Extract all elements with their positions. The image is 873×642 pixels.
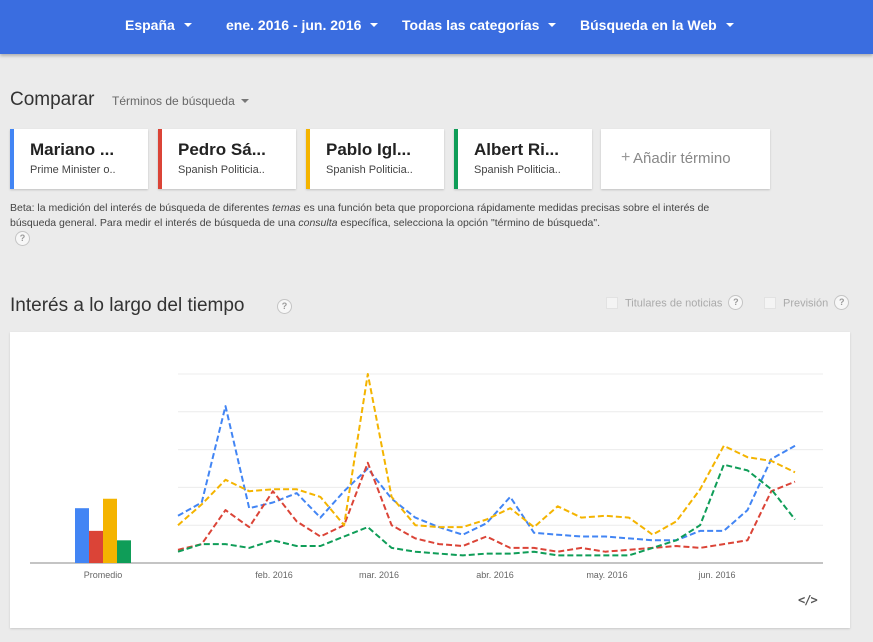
series-line: [177, 405, 796, 542]
series-line: [177, 463, 796, 557]
chevron-down-icon: [725, 23, 734, 28]
term-card-pablo[interactable]: Pablo Igl... Spanish Politicia..: [306, 129, 444, 189]
beta-note-text: Beta: la medición del interés de búsqued…: [10, 202, 273, 214]
plus-icon: +: [621, 149, 631, 166]
term-name: Pedro Sá...: [178, 140, 266, 159]
help-icon[interactable]: ?: [834, 295, 850, 310]
compare-type-label: Términos de búsqueda: [112, 94, 235, 108]
add-term-label: Añadir término: [633, 150, 731, 167]
compare-title: Comparar: [10, 89, 95, 110]
help-icon[interactable]: ?: [15, 231, 30, 246]
interest-title: Interés a lo largo del tiempo: [10, 295, 245, 316]
region-label: España: [125, 17, 175, 33]
term-name: Mariano ...: [30, 140, 115, 159]
interest-chart-card: Promedio feb. 2016 mar. 2016 abr. 2016 may. …: [10, 332, 850, 628]
search-type-dropdown[interactable]: Búsqueda en la Web: [580, 17, 734, 33]
term-card-mariano[interactable]: Mariano ... Prime Minister o..: [10, 129, 148, 189]
add-term-button[interactable]: + Añadir término: [601, 129, 770, 189]
term-card-pedro[interactable]: Pedro Sá... Spanish Politicia..: [158, 129, 296, 189]
beta-note-emphasis: consulta: [298, 217, 338, 229]
beta-note-emphasis: temas: [272, 202, 301, 214]
beta-note-text: específica, selecciona la opción "términ…: [337, 217, 601, 229]
chevron-down-icon: [370, 23, 379, 28]
term-subtitle: Spanish Politicia..: [326, 164, 413, 176]
average-bar: [75, 508, 89, 563]
term-subtitle: Prime Minister o..: [30, 164, 116, 176]
category-dropdown[interactable]: Todas las categorías: [402, 17, 557, 33]
average-bar: [117, 540, 131, 563]
region-dropdown[interactable]: España: [125, 17, 192, 33]
forecast-option[interactable]: Previsión?: [764, 295, 850, 311]
series-line: [177, 373, 796, 536]
x-tick-label: jun. 2016: [697, 570, 735, 580]
series-line: [177, 461, 796, 553]
average-bar: [89, 530, 103, 563]
average-label: Promedio: [84, 570, 123, 580]
news-headlines-checkbox[interactable]: [606, 296, 618, 309]
beta-note-text: es una función beta que proporciona rápi…: [10, 202, 710, 229]
term-color-bar: [10, 129, 14, 189]
term-color-bar: [454, 129, 458, 189]
term-color-bar: [158, 129, 162, 189]
term-subtitle: Spanish Politicia..: [474, 164, 561, 176]
x-tick-label: feb. 2016: [255, 570, 293, 580]
embed-code-icon[interactable]: </>: [798, 593, 818, 607]
x-tick-label: abr. 2016: [476, 570, 514, 580]
term-card-albert[interactable]: Albert Ri... Spanish Politicia..: [454, 129, 592, 189]
x-tick-label: mar. 2016: [359, 570, 399, 580]
help-icon[interactable]: ?: [277, 299, 292, 314]
date-range-dropdown[interactable]: ene. 2016 - jun. 2016: [226, 17, 379, 33]
compare-type-dropdown[interactable]: Términos de búsqueda: [112, 94, 249, 108]
beta-note: Beta: la medición del interés de búsqued…: [10, 201, 710, 231]
term-name: Albert Ri...: [474, 140, 560, 159]
x-tick-label: may. 2016: [586, 570, 627, 580]
term-name: Pablo Igl...: [326, 140, 412, 159]
help-icon[interactable]: ?: [728, 295, 744, 310]
search-type-label: Búsqueda en la Web: [580, 17, 717, 33]
news-headlines-label: Titulares de noticias: [625, 297, 723, 310]
interest-chart: Promedio feb. 2016 mar. 2016 abr. 2016 may. …: [30, 373, 823, 580]
term-subtitle: Spanish Politicia..: [178, 164, 265, 176]
chevron-down-icon: [183, 23, 192, 28]
date-range-label: ene. 2016 - jun. 2016: [226, 17, 362, 33]
average-bar: [103, 498, 117, 563]
category-label: Todas las categorías: [402, 17, 540, 33]
filter-bar: España ene. 2016 - jun. 2016 Todas las c…: [0, 0, 873, 54]
chevron-down-icon: [240, 98, 249, 103]
news-headlines-option[interactable]: Titulares de noticias?: [606, 295, 744, 311]
forecast-label: Previsión: [783, 297, 829, 310]
chevron-down-icon: [548, 23, 557, 28]
term-color-bar: [306, 129, 310, 189]
forecast-checkbox[interactable]: [764, 296, 776, 309]
